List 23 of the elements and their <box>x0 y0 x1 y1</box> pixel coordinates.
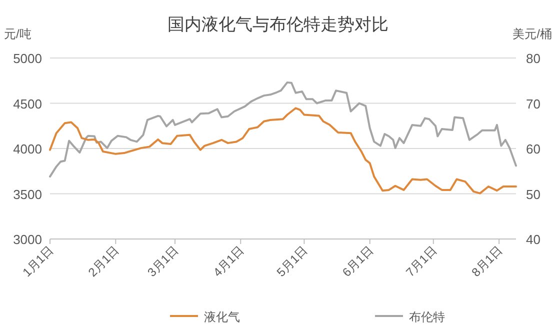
y2-tick-label: 60 <box>526 142 540 156</box>
y2-tick-label: 50 <box>526 186 540 202</box>
line-series <box>49 81 517 178</box>
y-tick-label: 4500 <box>13 96 42 112</box>
y-tick-label: 4000 <box>13 142 42 156</box>
y2-tick-label: 70 <box>526 96 540 112</box>
x-tick-label: 2月1日 <box>85 243 122 280</box>
chart-title: 国内液化气与布伦特走势对比 <box>168 15 388 34</box>
y-tick-label: 3500 <box>13 186 42 202</box>
x-tick-label: 4月1日 <box>210 243 247 280</box>
x-tick-label: 8月1日 <box>468 243 506 280</box>
line-series <box>49 107 517 194</box>
x-tick-label: 3月1日 <box>144 243 182 280</box>
x-tick-label: 5月1日 <box>274 243 310 280</box>
y2-axis-title: 美元/桶 <box>512 27 552 41</box>
x-tick-label: 6月1日 <box>340 243 376 280</box>
y-axis-title: 元/吨 <box>4 27 32 41</box>
legend-label: 液化气 <box>204 310 240 324</box>
x-tick-label: 7月1日 <box>403 243 440 280</box>
legend-label: 布伦特 <box>409 310 445 324</box>
y2-tick-label: 80 <box>526 51 540 66</box>
y-tick-label: 5000 <box>13 51 42 66</box>
y2-tick-label: 40 <box>526 232 540 247</box>
